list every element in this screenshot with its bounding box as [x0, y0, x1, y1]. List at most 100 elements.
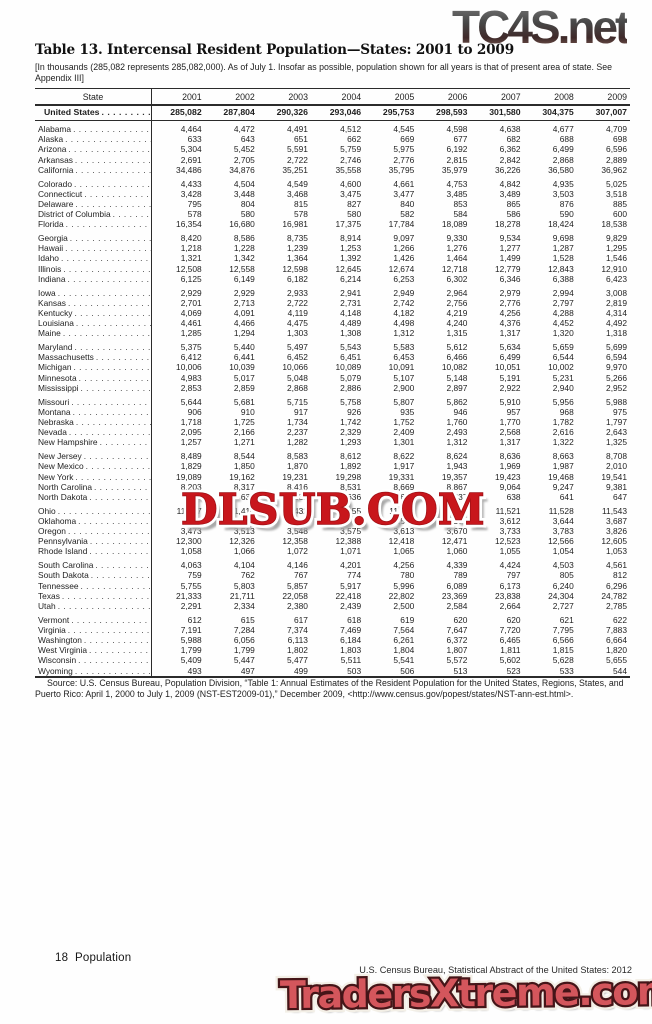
- year-column-header: 2009: [576, 88, 630, 106]
- population-value: 4,475: [287, 318, 308, 329]
- population-value: 5,715: [287, 396, 308, 407]
- population-value: 2,900: [393, 382, 415, 393]
- state-name: Michigan: [38, 362, 72, 373]
- table-row: Maine 1,285 1,294 1,303 1,308 1,312 1,315 1,317…: [35, 328, 630, 339]
- population-value: 618: [347, 614, 362, 625]
- state-name-cell: New Mexico: [35, 461, 152, 472]
- population-value: 6,253: [393, 273, 415, 284]
- population-value: 4,935: [552, 178, 574, 189]
- population-value: 6,184: [340, 635, 362, 646]
- state-name-cell: Rhode Island: [35, 546, 152, 557]
- population-value: 16,981: [282, 219, 308, 230]
- state-name-cell: Nebraska: [35, 416, 152, 428]
- population-value: 1,799: [233, 645, 255, 656]
- year-column-header: 2002: [204, 88, 258, 106]
- page-title: Table 13. Intercensal Resident Populatio…: [35, 42, 514, 58]
- population-value: 523: [506, 665, 521, 676]
- dot-leader: [65, 134, 151, 144]
- population-value: 6,173: [499, 580, 521, 591]
- population-value: 2,713: [233, 297, 255, 308]
- population-value: 7,284: [233, 624, 255, 635]
- state-name-cell: Alaska: [35, 134, 152, 145]
- population-value: 1,055: [499, 546, 521, 557]
- state-name-cell: Utah: [35, 600, 152, 612]
- population-value: 698: [613, 134, 627, 145]
- population-value: 2,964: [446, 287, 468, 298]
- population-value: 2,868: [552, 154, 574, 165]
- population-value: 1,803: [340, 645, 362, 656]
- population-value: 7,795: [552, 624, 574, 635]
- population-value: 9,534: [499, 233, 521, 244]
- table-row: Missouri 5,644 5,681 5,715 5,758 5,807 5,862 5,…: [35, 393, 630, 407]
- table-row: Minnesota 4,983 5,017 5,048 5,079 5,107 5,148 5…: [35, 372, 630, 383]
- population-value: 22,418: [335, 590, 362, 601]
- population-value: 582: [400, 209, 415, 220]
- state-name: New York: [38, 471, 74, 482]
- table-row: Virginia 7,191 7,284 7,374 7,469 7,564 7,647 7,…: [35, 624, 630, 636]
- population-value: 10,082: [441, 362, 468, 373]
- population-value: 24,304: [548, 590, 574, 601]
- table-row: Idaho 1,321 1,342 1,364 1,392 1,426 1,464 1,499…: [35, 253, 630, 264]
- population-value: 1,053: [606, 546, 627, 557]
- state-name: Montana: [38, 406, 71, 417]
- table-row: Kentucky 4,069 4,091 4,119 4,148 4,182 4,219 4,…: [35, 307, 630, 319]
- dot-leader: [78, 655, 151, 665]
- state-name-cell: Georgia: [35, 229, 152, 244]
- population-value: 10,051: [494, 362, 521, 373]
- table-row: Alaska 633 643 651 662 669 677 682 688 698: [35, 134, 630, 145]
- population-value: 1,303: [287, 328, 308, 339]
- state-name-cell: West Virginia: [35, 645, 152, 656]
- population-value: 2,722: [287, 297, 308, 308]
- population-value: 780: [400, 570, 415, 581]
- population-value: 17,375: [335, 219, 362, 230]
- state-name: Iowa: [38, 287, 56, 298]
- state-name: Arkansas: [38, 154, 73, 165]
- state-name-cell: Louisiana: [35, 318, 152, 329]
- population-value: 812: [613, 570, 627, 581]
- population-value: 2,897: [446, 382, 468, 393]
- population-value: 4,219: [446, 307, 468, 318]
- dot-leader: [74, 179, 151, 189]
- population-value: 2,859: [233, 382, 255, 393]
- population-value: 2,994: [552, 287, 574, 298]
- population-value: 8,612: [340, 451, 362, 462]
- state-name-cell: Virginia: [35, 624, 152, 636]
- population-value: 840: [400, 198, 415, 209]
- dot-leader: [75, 199, 151, 209]
- dot-leader: [58, 506, 151, 516]
- population-value: 11,528: [548, 505, 574, 516]
- table-row: New Hampshire 1,257 1,271 1,282 1,293 1,301 1,…: [35, 437, 630, 448]
- population-value: 9,829: [606, 233, 627, 244]
- population-value: 6,192: [446, 144, 468, 155]
- population-value: 590: [559, 209, 574, 220]
- population-value: 307,007: [576, 105, 630, 121]
- population-value: 3,733: [499, 526, 521, 537]
- population-value: 16,354: [176, 219, 202, 230]
- population-value: 1,322: [552, 437, 574, 448]
- population-value: 906: [187, 406, 202, 417]
- population-value: 22,802: [388, 590, 415, 601]
- source-note: Source: U.S. Census Bureau, Population D…: [35, 678, 624, 700]
- population-value: 7,469: [340, 624, 362, 635]
- population-value: 2,889: [606, 154, 627, 165]
- population-value: 876: [559, 198, 574, 209]
- dot-leader: [75, 472, 151, 482]
- table-row: Pennsylvania 12,300 12,326 12,358 12,388 12,4…: [35, 536, 630, 547]
- population-value: 5,862: [446, 396, 468, 407]
- population-value: 19,468: [548, 471, 574, 482]
- population-value: 4,452: [552, 318, 574, 329]
- population-value: 935: [400, 406, 415, 417]
- population-value: 617: [293, 614, 308, 625]
- population-value: 12,388: [335, 536, 362, 547]
- state-name: Pennsylvania: [38, 536, 88, 547]
- population-value: 10,089: [335, 362, 362, 373]
- population-value: 6,596: [606, 144, 627, 155]
- population-value: 1,320: [552, 328, 574, 339]
- population-value: 1,317: [499, 328, 521, 339]
- population-value: 3,468: [287, 188, 308, 199]
- table-row: Maryland 5,375 5,440 5,497 5,543 5,583 5,612 5,…: [35, 338, 630, 353]
- population-value: 301,580: [470, 105, 524, 121]
- population-value: 4,146: [287, 560, 308, 571]
- population-value: 677: [453, 134, 468, 145]
